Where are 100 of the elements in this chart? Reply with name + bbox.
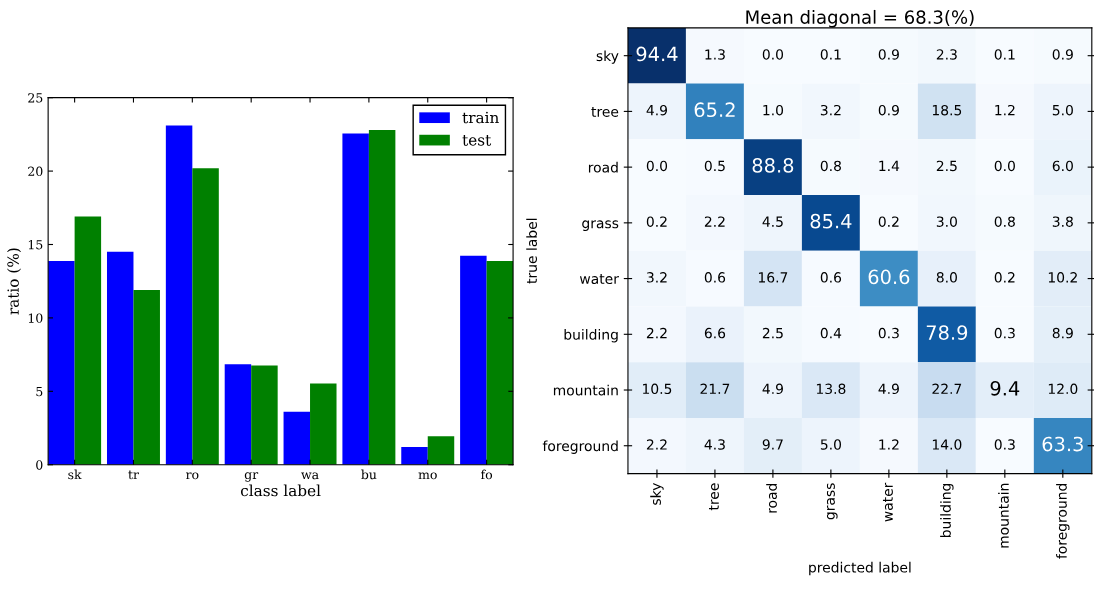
data-label: 0.9 xyxy=(1052,49,1073,60)
data-label: 1.0 xyxy=(763,104,784,116)
data-label: 9.7 xyxy=(762,439,783,450)
bar xyxy=(283,411,311,465)
chart-title: Mean diagonal = 68.3(%) xyxy=(746,9,974,28)
data-label: 9.4 xyxy=(990,380,1020,396)
data-label: 2.5 xyxy=(762,327,783,339)
x-tick-label: wa xyxy=(301,472,319,480)
data-label: 0.6 xyxy=(704,272,726,283)
data-label: 94.4 xyxy=(636,46,678,62)
legend-label: train xyxy=(462,111,499,124)
y-tick-label: mountain xyxy=(553,384,618,396)
x-tick-label: grass xyxy=(826,483,838,520)
data-label: 65.2 xyxy=(694,102,735,118)
x-tick-label: sk xyxy=(68,469,82,480)
x-tick-label: road xyxy=(766,483,777,513)
y-tick-label: foreground xyxy=(542,440,618,454)
data-label: 5.0 xyxy=(1052,104,1073,116)
y-tick-label: sky xyxy=(596,50,619,64)
data-label: 2.3 xyxy=(936,49,957,60)
y-tick-label: water xyxy=(579,274,619,285)
x-tick-label: water xyxy=(882,482,893,522)
bar xyxy=(133,290,160,465)
data-label: 2.2 xyxy=(704,216,725,227)
data-label: 88.8 xyxy=(752,158,794,173)
y-tick-label: building xyxy=(564,329,618,343)
y-axis-title: ratio (%) xyxy=(7,248,22,315)
y-tick-label: 25 xyxy=(28,93,43,103)
data-label: 8.0 xyxy=(936,272,957,283)
data-label: 0.1 xyxy=(994,49,1015,60)
data-label: 21.7 xyxy=(700,383,730,394)
x-tick-label: bu xyxy=(361,469,377,480)
y-tick-label: 10 xyxy=(28,313,43,323)
data-label: 1.2 xyxy=(879,439,899,450)
data-label: 0.9 xyxy=(878,104,899,116)
data-label: 4.9 xyxy=(646,104,668,116)
y-tick-label: 5 xyxy=(36,386,43,397)
y-tick-label: road xyxy=(588,161,618,173)
data-label: 18.5 xyxy=(932,104,962,116)
data-label: 0.3 xyxy=(994,327,1015,339)
bar xyxy=(401,447,428,465)
data-label: 0.5 xyxy=(704,160,725,172)
data-label: 78.9 xyxy=(926,325,968,340)
data-label: 4.9 xyxy=(762,383,783,395)
data-label: 13.8 xyxy=(816,383,846,395)
data-label: 4.9 xyxy=(878,383,899,395)
data-label: 0.6 xyxy=(820,272,842,283)
data-label: 6.6 xyxy=(704,327,726,339)
data-label: 10.5 xyxy=(643,383,672,395)
data-label: 22.7 xyxy=(932,383,962,394)
data-label: 2.5 xyxy=(936,160,957,172)
data-label: 12.0 xyxy=(1048,383,1078,395)
data-label: 3.8 xyxy=(1052,216,1073,227)
data-label: 2.2 xyxy=(646,327,667,339)
data-label: 4.5 xyxy=(762,216,783,227)
data-label: 2.2 xyxy=(646,439,667,450)
bar xyxy=(192,168,219,465)
data-label: 16.7 xyxy=(758,272,788,283)
x-tick-label: building xyxy=(940,483,954,537)
bar xyxy=(427,436,455,465)
x-tick-label: tree xyxy=(709,483,719,511)
bar xyxy=(342,133,369,465)
bar xyxy=(310,383,337,465)
y-tick-label: grass xyxy=(582,220,619,232)
x-tick-label: gr xyxy=(244,472,259,482)
bar xyxy=(165,125,193,465)
data-label: 1.4 xyxy=(879,160,900,171)
bar xyxy=(224,364,252,465)
data-label: 0.2 xyxy=(994,272,1015,283)
x-tick-label: mo xyxy=(418,472,437,480)
data-label: 0.0 xyxy=(994,160,1015,172)
x-tick-label: fo xyxy=(480,469,493,480)
bar xyxy=(460,255,487,465)
data-label: 3.2 xyxy=(820,104,841,116)
data-label: 4.3 xyxy=(704,439,725,450)
data-label: 0.3 xyxy=(994,439,1015,450)
bar xyxy=(486,261,514,465)
data-label: 0.8 xyxy=(820,160,841,172)
data-label: 0.2 xyxy=(878,216,899,227)
data-label: 0.0 xyxy=(646,160,668,172)
x-tick-label: tr xyxy=(128,470,139,480)
y-tick-label: 15 xyxy=(28,239,43,250)
bar xyxy=(368,129,396,465)
bar xyxy=(48,261,75,465)
y-tick-label: tree xyxy=(591,106,619,117)
data-label: 0.4 xyxy=(820,327,842,339)
data-label: 10.2 xyxy=(1048,272,1077,283)
data-label: 0.1 xyxy=(820,49,841,60)
data-label: 63.3 xyxy=(1042,436,1083,452)
data-label: 8.9 xyxy=(1052,327,1073,339)
data-label: 1.3 xyxy=(705,49,725,60)
x-tick-label: ro xyxy=(186,472,199,480)
x-axis-title: predicted label xyxy=(809,561,911,576)
data-label: 0.0 xyxy=(762,49,784,60)
data-label: 0.2 xyxy=(646,216,667,227)
y-tick-label: 0 xyxy=(36,460,43,470)
bar xyxy=(106,251,134,465)
data-label: 1.2 xyxy=(995,104,1015,116)
data-label: 85.4 xyxy=(810,213,852,229)
x-tick-label: foreground xyxy=(1056,483,1070,559)
